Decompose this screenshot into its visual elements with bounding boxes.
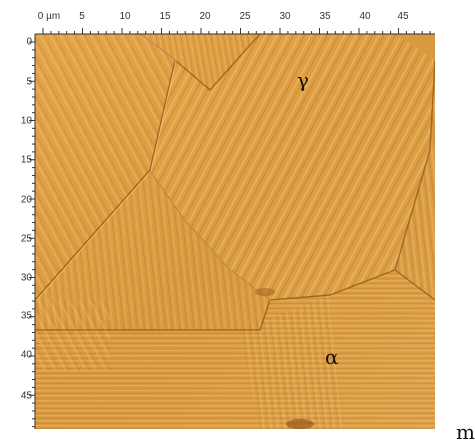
x-tick-label-10: 10 — [119, 11, 131, 22]
x-tick-label-40: 40 — [359, 11, 371, 22]
x-tick-label-30: 30 — [279, 11, 291, 22]
y-tick-label-35: 35 — [20, 310, 32, 322]
y-tick-label-5: 5 — [26, 76, 32, 88]
x-tick-label-25: 25 — [239, 11, 251, 22]
gamma-phase-label: γ — [297, 68, 309, 92]
y-tick-label-0: 0 — [26, 36, 32, 48]
y-ticks — [29, 41, 35, 428]
y-tick-label-40: 40 — [20, 349, 32, 361]
trailing-text: m — [456, 420, 475, 444]
y-tick-label-15: 15 — [20, 154, 32, 166]
x-tick-label-35: 35 — [319, 11, 331, 22]
y-tick-label-25: 25 — [20, 233, 32, 245]
x-ticks — [42, 28, 431, 34]
micrograph-image — [35, 34, 435, 429]
x-tick-label-45: 45 — [397, 11, 409, 22]
x-tick-label-0: 0 µm — [37, 11, 61, 22]
y-tick-label-20: 20 — [20, 194, 32, 206]
y-tick-label-10: 10 — [20, 115, 32, 127]
alpha-phase-label: α — [325, 345, 339, 369]
x-tick-label-5: 5 — [79, 11, 85, 22]
y-tick-label-30: 30 — [20, 272, 32, 284]
y-tick-label-45: 45 — [20, 390, 32, 402]
x-tick-label-20: 20 — [199, 11, 211, 22]
x-tick-label-15: 15 — [159, 11, 171, 22]
axes-frame — [34, 33, 435, 429]
